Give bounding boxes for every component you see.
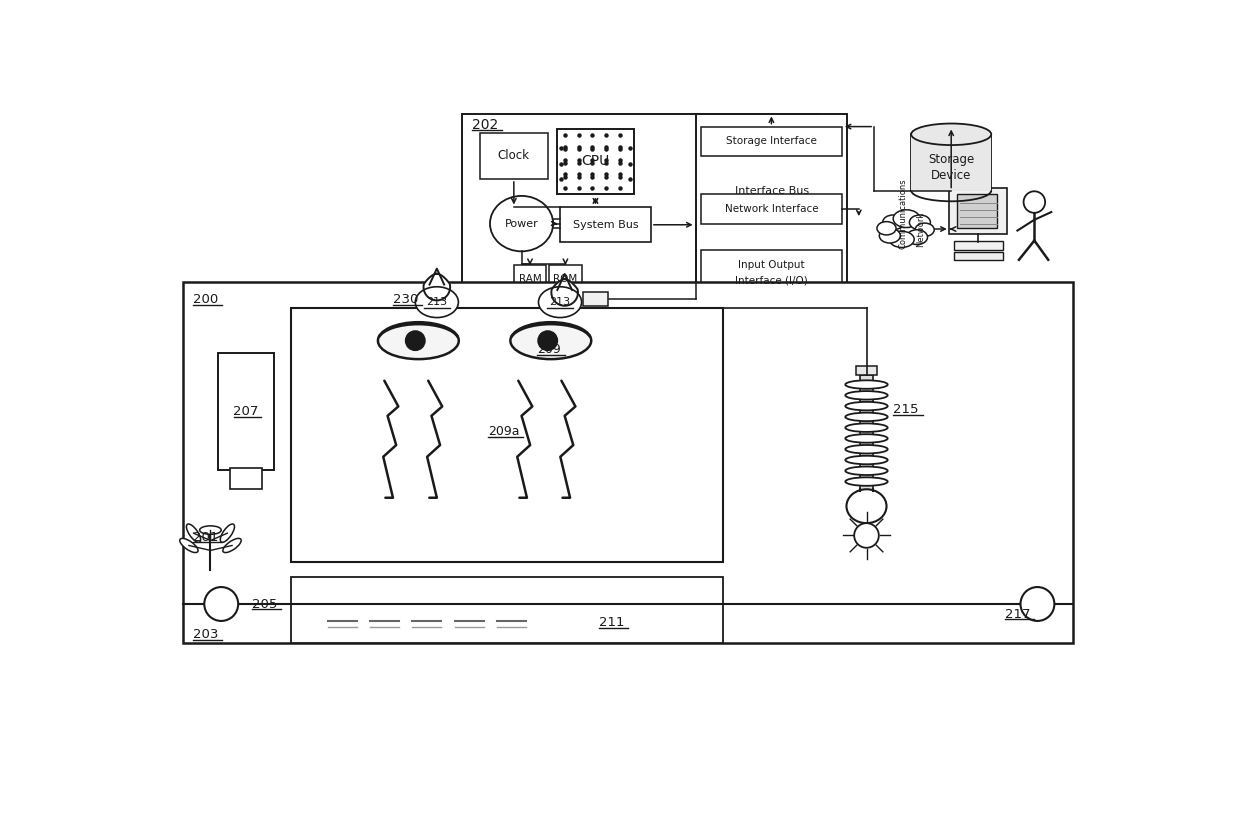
Text: Interface (I/O): Interface (I/O) bbox=[735, 275, 807, 286]
Ellipse shape bbox=[846, 402, 888, 410]
Bar bbox=[229, 469, 262, 489]
Ellipse shape bbox=[846, 466, 888, 475]
Ellipse shape bbox=[847, 489, 887, 523]
Ellipse shape bbox=[846, 456, 888, 464]
Ellipse shape bbox=[200, 526, 221, 534]
Ellipse shape bbox=[846, 424, 888, 432]
Bar bbox=[696, 114, 847, 306]
Text: 201: 201 bbox=[192, 531, 218, 544]
Text: 213: 213 bbox=[549, 297, 570, 307]
Bar bbox=[701, 194, 842, 223]
Bar bbox=[954, 252, 1003, 260]
Circle shape bbox=[1021, 587, 1054, 621]
Text: Communications: Communications bbox=[898, 178, 908, 249]
Ellipse shape bbox=[846, 434, 888, 442]
Circle shape bbox=[205, 587, 238, 621]
Text: 209a: 209a bbox=[487, 425, 520, 438]
Bar bbox=[949, 188, 1007, 234]
Ellipse shape bbox=[846, 477, 888, 486]
Ellipse shape bbox=[223, 538, 241, 553]
Ellipse shape bbox=[893, 210, 920, 227]
Text: Network Interface: Network Interface bbox=[724, 204, 818, 214]
Bar bbox=[218, 353, 274, 470]
Bar bbox=[463, 114, 821, 306]
Text: 202: 202 bbox=[472, 118, 498, 132]
Ellipse shape bbox=[186, 524, 201, 542]
Text: Storage: Storage bbox=[928, 153, 975, 166]
Text: Device: Device bbox=[931, 169, 971, 181]
Ellipse shape bbox=[906, 230, 928, 245]
Ellipse shape bbox=[511, 322, 591, 359]
Text: 209: 209 bbox=[537, 344, 560, 357]
Ellipse shape bbox=[909, 215, 930, 230]
Ellipse shape bbox=[538, 287, 582, 317]
Polygon shape bbox=[424, 274, 450, 301]
Text: CPU: CPU bbox=[582, 154, 610, 168]
Text: 207: 207 bbox=[233, 405, 259, 418]
Text: 211: 211 bbox=[599, 616, 624, 629]
Ellipse shape bbox=[877, 222, 897, 235]
Bar bbox=[480, 133, 548, 179]
Bar bbox=[954, 241, 1003, 250]
Ellipse shape bbox=[490, 196, 553, 251]
Text: Network: Network bbox=[916, 212, 925, 246]
Text: 205: 205 bbox=[252, 597, 278, 611]
Ellipse shape bbox=[378, 322, 459, 359]
Bar bbox=[182, 282, 1073, 643]
Text: RAM: RAM bbox=[518, 274, 542, 284]
Bar bbox=[557, 129, 634, 194]
Circle shape bbox=[1023, 191, 1045, 213]
Text: 203: 203 bbox=[192, 629, 218, 641]
Text: 215: 215 bbox=[894, 404, 919, 416]
Ellipse shape bbox=[415, 287, 459, 317]
Ellipse shape bbox=[911, 124, 991, 145]
Ellipse shape bbox=[221, 524, 234, 542]
Bar bbox=[290, 308, 723, 563]
Ellipse shape bbox=[846, 381, 888, 389]
Ellipse shape bbox=[915, 223, 934, 236]
Ellipse shape bbox=[538, 331, 557, 350]
Circle shape bbox=[854, 523, 879, 548]
Bar bbox=[513, 265, 546, 293]
Text: System Bus: System Bus bbox=[573, 220, 639, 230]
Ellipse shape bbox=[846, 391, 888, 400]
Polygon shape bbox=[552, 279, 578, 306]
Bar bbox=[856, 366, 877, 375]
Ellipse shape bbox=[883, 215, 904, 230]
Text: 217: 217 bbox=[1006, 607, 1030, 620]
Bar bbox=[560, 208, 651, 242]
Polygon shape bbox=[429, 269, 444, 284]
Text: Power: Power bbox=[505, 218, 538, 228]
Bar bbox=[549, 265, 582, 293]
Text: Input Output: Input Output bbox=[738, 260, 805, 270]
Text: Clock: Clock bbox=[497, 149, 529, 162]
Bar bbox=[911, 134, 991, 190]
Bar bbox=[290, 577, 723, 643]
Ellipse shape bbox=[180, 538, 198, 553]
Text: Interface Bus: Interface Bus bbox=[735, 185, 808, 195]
Text: Storage Interface: Storage Interface bbox=[725, 136, 817, 146]
Ellipse shape bbox=[846, 445, 888, 453]
Text: 213: 213 bbox=[427, 297, 448, 307]
Ellipse shape bbox=[879, 228, 900, 243]
Ellipse shape bbox=[889, 232, 914, 247]
Text: 230: 230 bbox=[393, 293, 418, 307]
Ellipse shape bbox=[405, 331, 425, 350]
Ellipse shape bbox=[846, 413, 888, 421]
Text: ROM: ROM bbox=[553, 274, 578, 284]
Bar bbox=[583, 293, 608, 306]
Polygon shape bbox=[557, 274, 572, 290]
Bar bbox=[701, 127, 842, 156]
Bar bbox=[956, 194, 997, 228]
Bar bbox=[861, 375, 873, 491]
Text: 200: 200 bbox=[192, 293, 218, 307]
Bar bbox=[701, 250, 842, 293]
